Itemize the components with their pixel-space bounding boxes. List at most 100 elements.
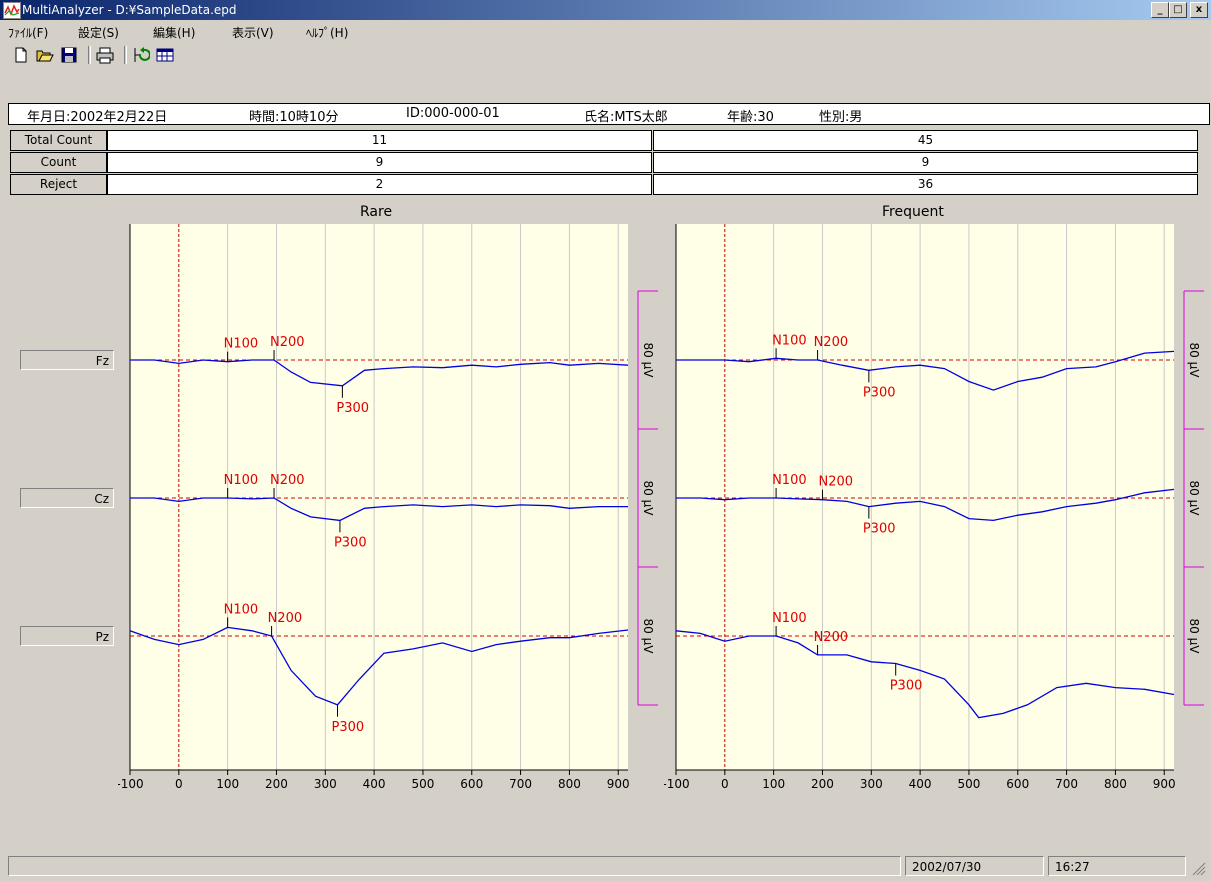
rare-scale-label: 80 μV	[641, 619, 655, 655]
refresh-icon[interactable]	[132, 46, 151, 64]
menu-help[interactable]: ﾍﾙﾌﾟ(H)	[306, 26, 349, 40]
menu-file[interactable]: ﾌｧｲﾙ(F)	[8, 26, 49, 40]
rare-x-tick-label: 0	[175, 777, 183, 791]
frequent-peak-label-p300: P300	[863, 385, 896, 400]
frequent-peak-label-p300: P300	[890, 679, 923, 694]
rare-x-tick-label: 100	[216, 777, 239, 791]
status-bar: 2002/07/30 16:27	[8, 856, 1208, 878]
frequent-total-count: 45	[653, 130, 1198, 151]
app-icon	[3, 2, 21, 19]
frequent-scale-label: 80 μV	[1187, 343, 1201, 379]
rare-trace-fz	[130, 359, 629, 387]
count-label: Count	[10, 152, 107, 173]
frequent-x-tick-label: 100	[762, 777, 785, 791]
frequent-x-tick-label: 600	[1006, 777, 1029, 791]
frequent-trace-pz	[675, 630, 1175, 719]
reject-label: Reject	[10, 174, 107, 195]
rare-x-tick-label: 500	[411, 777, 434, 791]
maximize-button[interactable]: □	[1169, 2, 1187, 18]
rare-x-tick-label: 600	[460, 777, 483, 791]
channel-label-cz[interactable]: Cz	[20, 488, 114, 508]
rare-x-tick-label: -100	[118, 777, 144, 791]
info-name: 氏名:MTS太郎	[584, 110, 668, 125]
rare-plot-background	[130, 224, 628, 770]
table-icon[interactable]	[156, 46, 174, 64]
rare-peak-label-n200: N200	[270, 335, 305, 350]
info-id: ID:000-000-01	[406, 106, 500, 121]
rare-scale-label: 80 μV	[641, 343, 655, 379]
frequent-x-tick-label: 900	[1153, 777, 1176, 791]
frequent-x-tick-label: -100	[664, 777, 690, 791]
frequent-x-tick-label: 300	[860, 777, 883, 791]
rare-erp-plot: -100 0 100 200 300 400 500 600 700 800 900 N100 N200…	[118, 224, 658, 791]
frequent-scale-label: 80 μV	[1187, 481, 1201, 517]
frequent-peak-label-n200: N200	[818, 475, 853, 490]
rare-reject: 2	[107, 174, 652, 195]
rare-peak-label-p300: P300	[334, 535, 367, 550]
rare-count: 9	[107, 152, 652, 173]
channel-label-fz[interactable]: Fz	[20, 350, 114, 370]
rare-x-tick-label: 200	[265, 777, 288, 791]
window-title: MultiAnalyzer - D:¥SampleData.epd	[22, 3, 237, 17]
info-date: 年月日:2002年2月22日	[27, 110, 168, 125]
rare-peak-label-p300: P300	[336, 401, 369, 416]
frequent-x-tick-label: 400	[909, 777, 932, 791]
new-file-icon[interactable]	[12, 46, 30, 64]
rare-peak-label-n200: N200	[270, 473, 305, 488]
minimize-button[interactable]: _	[1151, 2, 1169, 18]
frequent-plot-background	[676, 224, 1174, 770]
menu-edit[interactable]: 編集(H)	[153, 26, 196, 40]
frequent-x-tick-label: 500	[957, 777, 980, 791]
rare-peak-label-n100: N100	[224, 602, 259, 617]
open-folder-icon[interactable]	[36, 46, 54, 64]
frequent-peak-label-p300: P300	[863, 522, 896, 537]
rare-trace-pz	[129, 626, 629, 706]
rare-x-tick-label: 800	[558, 777, 581, 791]
status-message	[8, 856, 901, 876]
rare-x-tick-label: 700	[509, 777, 532, 791]
rare-x-tick-label: 300	[314, 777, 337, 791]
frequent-peak-label-n100: N100	[772, 473, 807, 488]
frequent-peak-label-n100: N100	[772, 611, 807, 626]
frequent-trace-fz	[676, 350, 1175, 391]
rare-peak-label-n200: N200	[268, 611, 303, 626]
frequent-count: 9	[653, 152, 1198, 173]
rare-plot-title: Rare	[360, 204, 393, 220]
frequent-plot-title: Frequent	[882, 204, 944, 220]
frequent-peak-label-n200: N200	[814, 335, 849, 350]
patient-info-bar: 年月日:2002年2月22日 時間:10時10分 ID:000-000-01 氏…	[8, 103, 1210, 125]
rare-x-tick-label: 900	[607, 777, 630, 791]
toolbar-separator	[124, 46, 127, 64]
toolbar-separator	[88, 46, 91, 64]
frequent-reject: 36	[653, 174, 1198, 195]
rare-total-count: 11	[107, 130, 652, 151]
menu-bar: ﾌｧｲﾙ(F) 設定(S) 編集(H) 表示(V) ﾍﾙﾌﾟ(H)	[0, 21, 1211, 41]
menu-settings[interactable]: 設定(S)	[78, 26, 119, 40]
status-time: 16:27	[1048, 856, 1186, 876]
rare-peak-label-n100: N100	[224, 473, 259, 488]
frequent-x-tick-label: 0	[721, 777, 729, 791]
rare-peak-label-n100: N100	[224, 337, 259, 352]
frequent-erp-plot: -100 0 100 200 300 400 500 600 700 800 900 N100 N200…	[664, 224, 1204, 791]
rare-x-tick-label: 400	[363, 777, 386, 791]
rare-trace-cz	[130, 497, 628, 522]
status-date: 2002/07/30	[905, 856, 1044, 876]
frequent-trace-cz	[676, 488, 1175, 522]
frequent-x-tick-label: 700	[1055, 777, 1078, 791]
title-bar[interactable]: MultiAnalyzer - D:¥SampleData.epd _ □ x	[0, 0, 1211, 20]
print-icon[interactable]	[96, 46, 114, 64]
frequent-peak-label-n100: N100	[772, 333, 807, 348]
menu-view[interactable]: 表示(V)	[232, 26, 274, 40]
rare-peak-label-p300: P300	[332, 720, 365, 735]
info-time: 時間:10時10分	[249, 110, 339, 125]
frequent-x-tick-label: 800	[1104, 777, 1127, 791]
info-sex: 性別:男	[819, 110, 863, 125]
save-icon[interactable]	[60, 46, 78, 64]
total-count-label: Total Count	[10, 130, 107, 151]
info-age: 年齢:30	[727, 110, 774, 125]
channel-label-pz[interactable]: Pz	[20, 626, 114, 646]
close-button[interactable]: x	[1190, 2, 1208, 18]
resize-grip-icon[interactable]	[1190, 860, 1206, 876]
frequent-scale-label: 80 μV	[1187, 619, 1201, 655]
frequent-x-tick-label: 200	[811, 777, 834, 791]
